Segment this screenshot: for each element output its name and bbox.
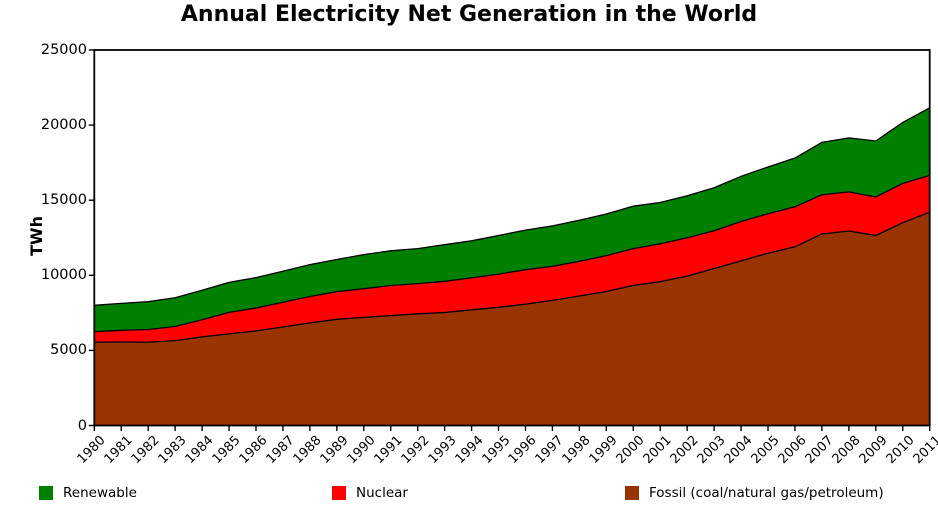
area-renewable — [94, 107, 930, 332]
area-nuclear — [94, 175, 930, 343]
chart-title: Annual Electricity Net Generation in the… — [180, 2, 758, 27]
area-edge-nuclear — [94, 174, 930, 333]
y-tick-label: 0 — [77, 417, 87, 434]
y-tick-label: 10000 — [40, 267, 87, 284]
y-tick-label: 25000 — [40, 42, 87, 58]
y-tick-label: 20000 — [40, 117, 87, 134]
y-tick-label: 5000 — [50, 342, 87, 359]
area-fossil — [94, 212, 930, 426]
area-edge-fossil — [94, 211, 930, 343]
area-edge-renewable — [94, 107, 931, 306]
plot-frame — [93, 49, 931, 427]
y-tick-label: 15000 — [40, 192, 87, 209]
